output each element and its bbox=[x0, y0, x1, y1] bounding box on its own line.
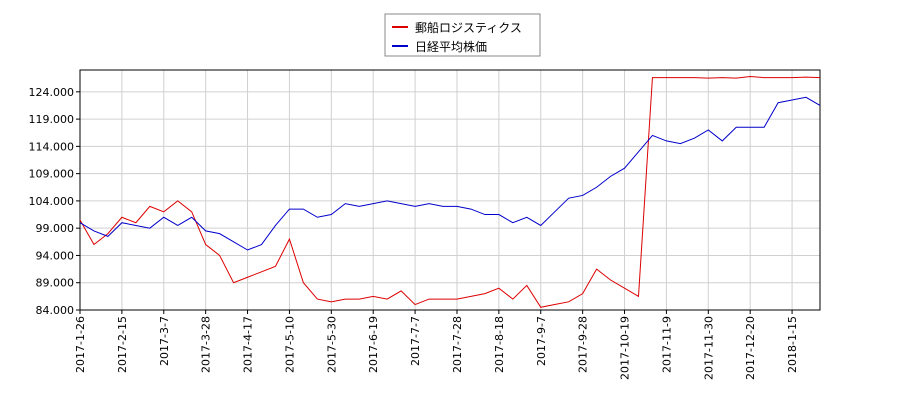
x-tick-label: 2017-3-7 bbox=[158, 316, 171, 366]
plot-frame bbox=[79, 69, 821, 311]
x-tick-label: 2017-12-20 bbox=[744, 316, 757, 380]
x-tick-label: 2017-8-18 bbox=[493, 316, 506, 373]
y-tick-label: 114.000 bbox=[29, 140, 75, 153]
x-tick-label: 2017-10-19 bbox=[619, 316, 632, 380]
x-tick-label: 2017-7-7 bbox=[409, 316, 422, 366]
legend-box bbox=[384, 13, 541, 57]
series-line bbox=[79, 76, 821, 308]
x-tick-label: 2017-6-19 bbox=[367, 316, 380, 373]
y-tick-label: 109.000 bbox=[29, 168, 75, 181]
x-tick-label: 2018-1-15 bbox=[786, 316, 799, 373]
x-tick-label: 2017-11-9 bbox=[660, 316, 673, 373]
x-tick-label: 2017-5-10 bbox=[283, 316, 296, 373]
x-tick-label: 2017-4-17 bbox=[242, 316, 255, 373]
y-tick-label: 99.000 bbox=[36, 222, 75, 235]
y-tick-label: 119.000 bbox=[29, 113, 75, 126]
legend-label: 郵船ロジスティクス bbox=[415, 21, 522, 35]
x-tick-label: 2017-7-28 bbox=[451, 316, 464, 373]
y-tick-label: 84.000 bbox=[36, 304, 75, 317]
x-tick-label: 2017-5-30 bbox=[325, 316, 338, 373]
y-tick-label: 124.000 bbox=[29, 86, 75, 99]
x-tick-label: 2017-9-7 bbox=[535, 316, 548, 366]
x-tick-label: 2017-9-28 bbox=[577, 316, 590, 373]
x-tick-label: 2017-2-15 bbox=[116, 316, 129, 373]
y-tick-label: 89.000 bbox=[36, 277, 75, 290]
series-line bbox=[79, 96, 821, 251]
x-tick-label: 2017-11-30 bbox=[702, 316, 715, 380]
y-tick-label: 94.000 bbox=[36, 249, 75, 262]
y-tick-label: 104.000 bbox=[29, 195, 75, 208]
x-tick-label: 2017-1-26 bbox=[74, 316, 87, 373]
legend-label: 日経平均株価 bbox=[415, 39, 487, 54]
x-tick-label: 2017-3-28 bbox=[200, 316, 213, 373]
